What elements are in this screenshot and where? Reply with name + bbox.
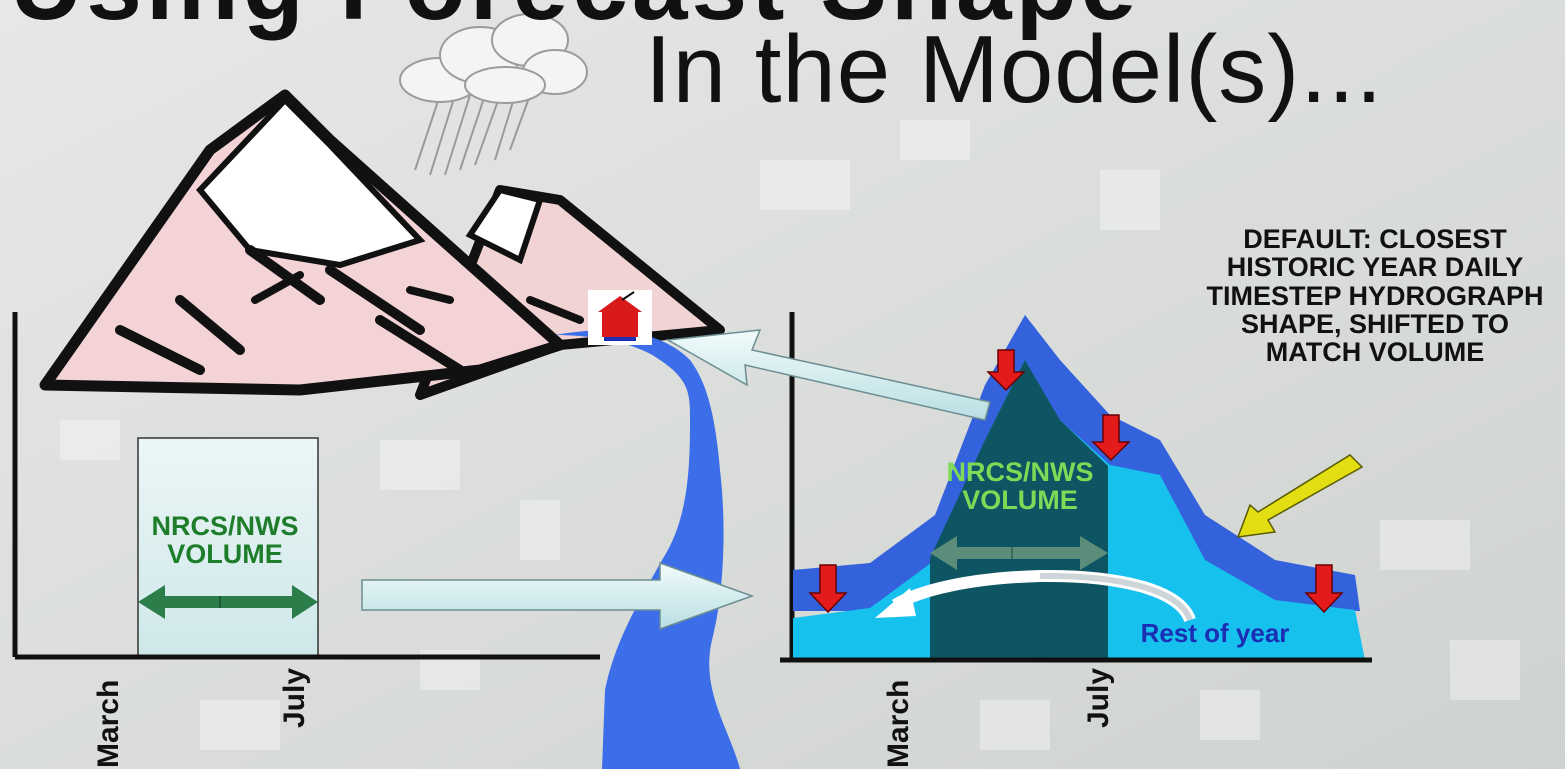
down-arrow-1	[808, 564, 848, 614]
left-volume-label: NRCS/NWS VOLUME	[151, 511, 299, 570]
left-double-arrow	[138, 585, 318, 619]
right-hydrograph-chart	[780, 312, 1372, 663]
yellow-pointer-arrow	[1236, 454, 1364, 538]
flow-arrow-right	[361, 561, 755, 631]
rest-of-year-label: Rest of year	[1140, 618, 1290, 648]
gauge-station-icon	[588, 290, 652, 345]
river	[555, 330, 740, 769]
right-double-arrow	[930, 536, 1108, 570]
red-down-arrows	[808, 349, 1344, 614]
rest-of-year-arrow	[875, 569, 1196, 623]
rain-cloud-icon	[399, 13, 588, 176]
down-arrow-4	[1304, 564, 1344, 614]
page-title: In the Model(s)...	[645, 16, 1384, 123]
right-tick-march: March	[882, 679, 915, 768]
left-tick-july: July	[278, 667, 311, 728]
default-method-note: DEFAULT: CLOSEST HISTORIC YEAR DAILY TIM…	[1206, 224, 1544, 368]
flow-arrow-to-gauge	[665, 329, 991, 421]
left-tick-march: March	[92, 679, 125, 768]
down-arrow-2	[986, 349, 1026, 392]
cropped-top-title: Using Forecast Shape	[10, 0, 1140, 43]
down-arrow-3	[1091, 414, 1131, 462]
left-volume-chart	[12, 312, 600, 660]
background-texture	[60, 120, 1520, 750]
right-tick-july: July	[1082, 667, 1115, 728]
mountains-icon	[39, 89, 725, 400]
right-volume-label: NRCS/NWS VOLUME	[946, 457, 1094, 516]
